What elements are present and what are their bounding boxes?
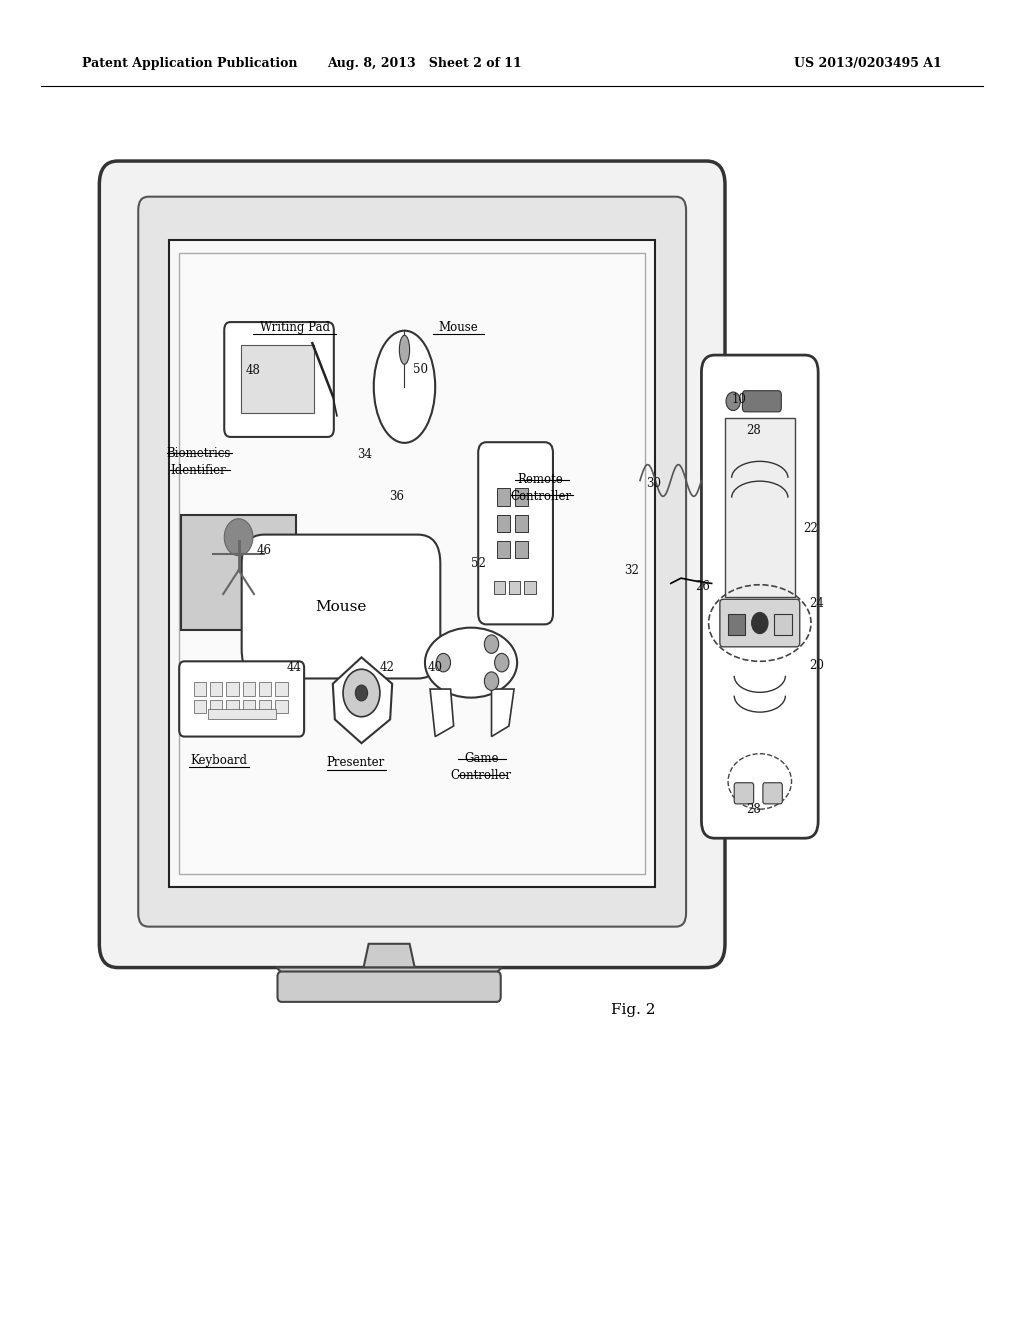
FancyBboxPatch shape xyxy=(763,783,782,804)
FancyBboxPatch shape xyxy=(99,161,725,968)
Bar xyxy=(515,488,528,506)
Circle shape xyxy=(436,653,451,672)
Bar xyxy=(515,515,528,532)
Text: Mouse: Mouse xyxy=(315,601,367,614)
Ellipse shape xyxy=(399,335,410,364)
Circle shape xyxy=(726,392,740,411)
Bar xyxy=(774,614,792,635)
Circle shape xyxy=(484,635,499,653)
Ellipse shape xyxy=(374,330,435,442)
Bar xyxy=(275,700,288,713)
Circle shape xyxy=(355,685,368,701)
Text: 48: 48 xyxy=(246,364,260,378)
Polygon shape xyxy=(492,689,514,737)
Text: Mouse: Mouse xyxy=(439,321,478,334)
Bar xyxy=(725,418,795,597)
Text: 32: 32 xyxy=(625,564,639,577)
Circle shape xyxy=(343,669,380,717)
Text: 24: 24 xyxy=(809,597,823,610)
Bar xyxy=(497,488,510,506)
Bar xyxy=(208,709,276,719)
Text: 50: 50 xyxy=(414,363,428,376)
Text: 22: 22 xyxy=(804,521,818,535)
Bar xyxy=(494,581,505,594)
Text: Fig. 2: Fig. 2 xyxy=(610,1003,655,1016)
Bar xyxy=(241,345,314,413)
Text: Presenter: Presenter xyxy=(327,756,384,770)
Text: 42: 42 xyxy=(380,661,394,675)
Circle shape xyxy=(495,653,509,672)
Bar xyxy=(243,682,255,696)
Bar xyxy=(497,515,510,532)
Bar xyxy=(275,682,288,696)
Bar xyxy=(509,581,520,594)
Circle shape xyxy=(752,612,768,634)
FancyBboxPatch shape xyxy=(742,391,781,412)
FancyBboxPatch shape xyxy=(224,322,334,437)
FancyBboxPatch shape xyxy=(734,783,754,804)
Text: US 2013/0203495 A1: US 2013/0203495 A1 xyxy=(795,57,942,70)
Bar xyxy=(210,682,222,696)
Text: 46: 46 xyxy=(257,544,271,557)
Text: 30: 30 xyxy=(646,477,660,490)
Bar xyxy=(181,515,296,630)
Bar xyxy=(728,614,745,635)
Text: 52: 52 xyxy=(471,557,485,570)
Text: 44: 44 xyxy=(287,661,301,675)
Bar xyxy=(179,253,645,874)
Bar xyxy=(259,700,271,713)
Bar xyxy=(210,700,222,713)
Text: 20: 20 xyxy=(809,659,823,672)
Text: 40: 40 xyxy=(428,661,442,675)
FancyBboxPatch shape xyxy=(179,661,304,737)
Text: 28: 28 xyxy=(746,424,761,437)
Text: Patent Application Publication: Patent Application Publication xyxy=(82,57,297,70)
Polygon shape xyxy=(430,689,454,737)
Text: 28: 28 xyxy=(746,803,761,816)
Bar xyxy=(497,541,510,558)
Polygon shape xyxy=(276,968,502,987)
FancyBboxPatch shape xyxy=(478,442,553,624)
Bar xyxy=(169,240,655,887)
Bar xyxy=(226,682,239,696)
Polygon shape xyxy=(333,657,392,743)
FancyBboxPatch shape xyxy=(242,535,440,678)
Circle shape xyxy=(484,672,499,690)
FancyBboxPatch shape xyxy=(138,197,686,927)
Bar xyxy=(515,541,528,558)
Text: 34: 34 xyxy=(357,447,372,461)
FancyBboxPatch shape xyxy=(701,355,818,838)
Circle shape xyxy=(224,519,253,556)
FancyBboxPatch shape xyxy=(278,972,501,1002)
Bar xyxy=(259,682,271,696)
Polygon shape xyxy=(364,944,415,968)
Text: 26: 26 xyxy=(695,579,710,593)
Bar xyxy=(524,581,536,594)
FancyBboxPatch shape xyxy=(720,599,800,647)
Text: Biometrics
Identifier: Biometrics Identifier xyxy=(167,447,230,477)
Text: Game
Controller: Game Controller xyxy=(451,752,512,781)
Text: Remote
Controller: Remote Controller xyxy=(510,474,571,503)
Text: 36: 36 xyxy=(389,490,403,503)
Bar xyxy=(243,700,255,713)
Text: Writing Pad: Writing Pad xyxy=(260,321,330,334)
Ellipse shape xyxy=(425,627,517,697)
Text: Keyboard: Keyboard xyxy=(190,754,248,767)
Text: Aug. 8, 2013   Sheet 2 of 11: Aug. 8, 2013 Sheet 2 of 11 xyxy=(328,57,522,70)
Text: 10: 10 xyxy=(732,393,746,407)
Bar xyxy=(226,700,239,713)
Bar xyxy=(194,700,206,713)
Bar xyxy=(194,682,206,696)
